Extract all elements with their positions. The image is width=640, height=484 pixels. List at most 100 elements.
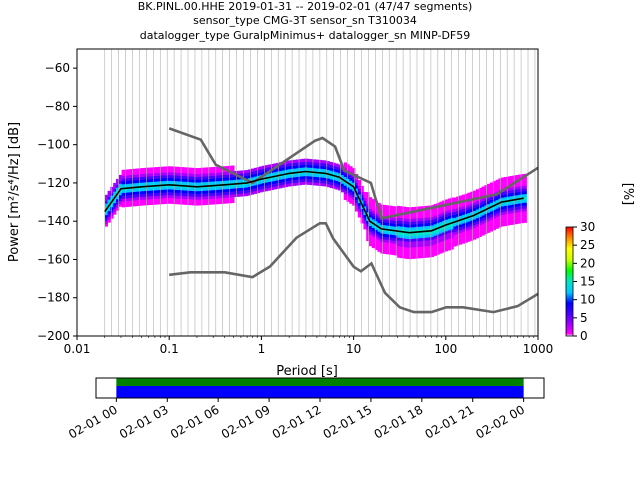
heatmap-cell [307, 164, 311, 168]
heatmap-cell [450, 214, 454, 218]
heatmap-cell [411, 229, 415, 234]
heatmap-cell [160, 181, 165, 185]
timeline-tick-label: 02-01 12 [270, 402, 324, 441]
heatmap-cell [321, 168, 325, 172]
heatmap-cell [220, 189, 224, 193]
heatmap-cell [259, 172, 263, 176]
heatmap-cell [197, 199, 201, 203]
heatmap-cell [104, 197, 108, 201]
heatmap-cell [211, 181, 215, 185]
heatmap-cell [321, 165, 325, 169]
heatmap-cell [194, 170, 198, 175]
heatmap-cell [152, 187, 156, 191]
heatmap-cell [211, 175, 215, 179]
heatmap-cell [208, 195, 212, 199]
heatmap-cell [121, 189, 125, 194]
heatmap-cell [501, 211, 505, 215]
x-axis-label: Period [s] [276, 364, 338, 379]
heatmap-cell [329, 176, 333, 180]
heatmap-cell [506, 208, 511, 212]
heatmap-cell [442, 200, 446, 204]
heatmap-cell [425, 208, 429, 212]
heatmap-cell [489, 182, 494, 186]
heatmap-cell [411, 224, 415, 228]
heatmap-cell [388, 234, 392, 238]
heatmap-cell [113, 194, 117, 198]
colorbar-tick-label: 0 [580, 329, 588, 343]
heatmap-cell [503, 205, 508, 209]
heatmap-cell [489, 208, 494, 212]
heatmap-cell [279, 167, 283, 172]
heatmap-cell [436, 231, 440, 235]
heatmap-cell [456, 199, 460, 203]
heatmap-cell [447, 207, 451, 211]
heatmap-cell [484, 216, 488, 220]
heatmap-cell [312, 165, 317, 169]
heatmap-cell [487, 215, 491, 219]
heatmap-cell [177, 201, 182, 205]
heatmap-cell [211, 201, 215, 205]
heatmap-cell [146, 167, 151, 171]
heatmap-cell [146, 193, 151, 197]
heatmap-cell [515, 175, 519, 179]
heatmap-cell [509, 216, 513, 220]
heatmap-cell [228, 197, 232, 201]
heatmap-cell [467, 209, 471, 214]
heatmap-cell [149, 176, 153, 180]
heatmap-cell [256, 175, 260, 179]
heatmap-cell [481, 226, 485, 230]
heatmap-cell [371, 224, 376, 229]
heatmap-cell [166, 200, 170, 204]
heatmap-cell [163, 166, 168, 170]
heatmap-cell [506, 182, 511, 186]
heatmap-cell [453, 211, 457, 215]
heatmap-cell [183, 175, 187, 179]
heatmap-cell [295, 159, 300, 163]
heatmap-cell [518, 206, 522, 210]
heatmap-cell [309, 173, 314, 177]
heatmap-cell [478, 193, 482, 197]
heatmap-cell [371, 230, 376, 234]
heatmap-cell [397, 248, 401, 253]
heatmap-cell [419, 206, 423, 210]
heatmap-cell [523, 176, 527, 180]
heatmap-cell [132, 177, 137, 181]
heatmap-cell [166, 194, 170, 199]
heatmap-cell [478, 233, 482, 237]
heatmap-cell [127, 203, 131, 207]
heatmap-cell [121, 169, 125, 173]
heatmap-cell [211, 178, 215, 182]
heatmap-cell [349, 174, 353, 178]
heatmap-cell [265, 165, 269, 169]
heatmap-cell [442, 214, 446, 219]
heatmap-cell [113, 188, 117, 192]
heatmap-cell [312, 179, 317, 183]
heatmap-cell [501, 177, 505, 181]
heatmap-cell [419, 255, 423, 259]
heatmap-cell [270, 181, 274, 185]
heatmap-cell [104, 212, 108, 216]
heatmap-cell [205, 167, 210, 171]
heatmap-cell [447, 198, 451, 202]
heatmap-cell [360, 208, 364, 212]
heatmap-cell [253, 170, 257, 174]
heatmap-cell [332, 165, 336, 169]
heatmap-cell [228, 177, 232, 181]
heatmap-cell [340, 183, 345, 187]
heatmap-cell [245, 187, 249, 191]
heatmap-cell [191, 190, 196, 194]
heatmap-cell [433, 252, 437, 256]
heatmap-cell [391, 217, 395, 221]
heatmap-cell [321, 174, 325, 178]
heatmap-cell [402, 235, 406, 239]
heatmap-cell [416, 243, 421, 247]
heatmap-cell [146, 190, 151, 194]
heatmap-cell [383, 213, 387, 217]
heatmap-cell [363, 217, 367, 221]
heatmap-cell [175, 198, 179, 202]
heatmap-cell [205, 201, 210, 205]
heatmap-cell [146, 170, 151, 174]
heatmap-cell [262, 188, 266, 192]
heatmap-cell [419, 223, 423, 227]
heatmap-cell [385, 231, 390, 235]
